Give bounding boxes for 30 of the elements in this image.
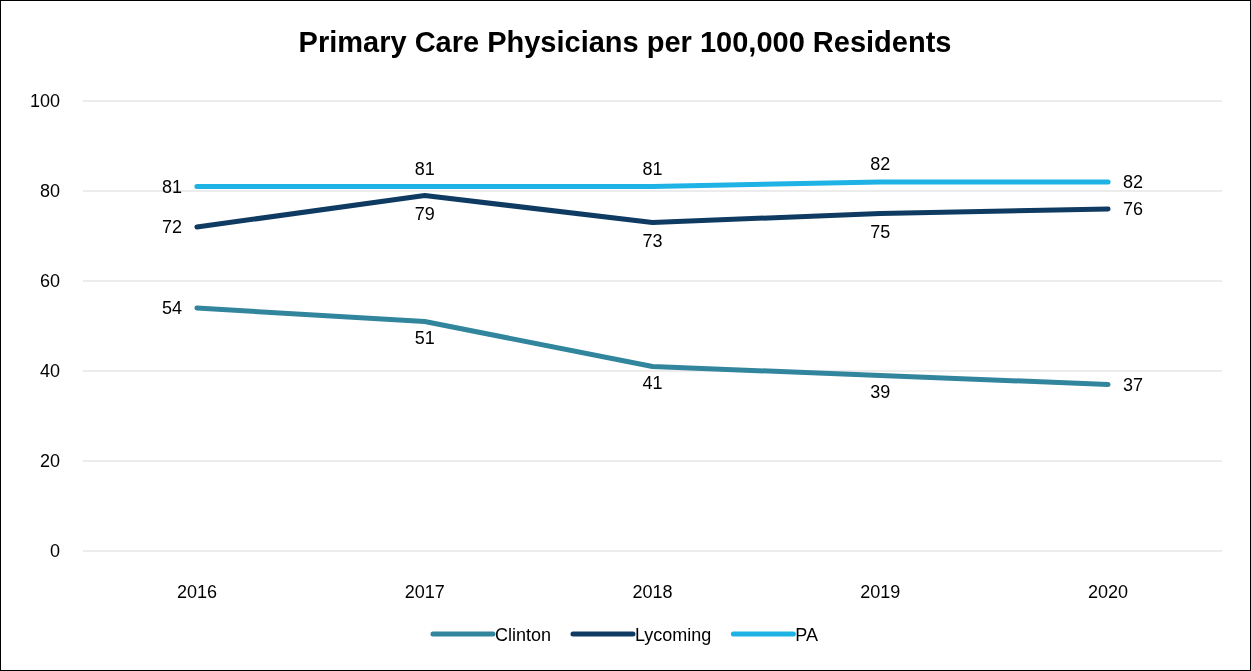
- data-label: 75: [870, 221, 891, 242]
- data-label: 72: [161, 217, 182, 237]
- data-label: 81: [642, 158, 663, 179]
- x-tick-label: 2017: [404, 581, 445, 602]
- data-label: 51: [414, 327, 435, 348]
- y-tick-label: 20: [39, 451, 60, 472]
- legend-label: Clinton: [494, 625, 551, 645]
- chart-title: Primary Care Physicians per 100,000 Residents: [298, 26, 952, 58]
- x-tick-label: 2016: [176, 581, 217, 602]
- data-label: 81: [161, 176, 182, 197]
- x-tick-label: 2019: [860, 581, 901, 602]
- x-tick-label: 2020: [1088, 581, 1129, 602]
- legend-label: Lycoming: [634, 625, 712, 645]
- data-label: 79: [414, 203, 435, 224]
- data-label: 82: [870, 154, 891, 174]
- y-tick-label: 60: [39, 271, 60, 292]
- data-label: 41: [642, 372, 663, 393]
- data-label: 76: [1123, 199, 1144, 219]
- data-label: 37: [1123, 374, 1144, 395]
- y-tick-label: 0: [49, 541, 60, 562]
- data-label: 81: [414, 158, 435, 179]
- data-label: 82: [1123, 172, 1144, 192]
- data-label: 39: [870, 381, 891, 402]
- data-label: 54: [161, 298, 182, 318]
- y-tick-label: 40: [39, 361, 60, 382]
- data-label: 73: [642, 230, 663, 251]
- legend-label: PA: [795, 625, 819, 645]
- y-tick-label: 100: [29, 91, 60, 112]
- y-tick-label: 80: [39, 181, 60, 202]
- x-tick-label: 2018: [632, 581, 673, 602]
